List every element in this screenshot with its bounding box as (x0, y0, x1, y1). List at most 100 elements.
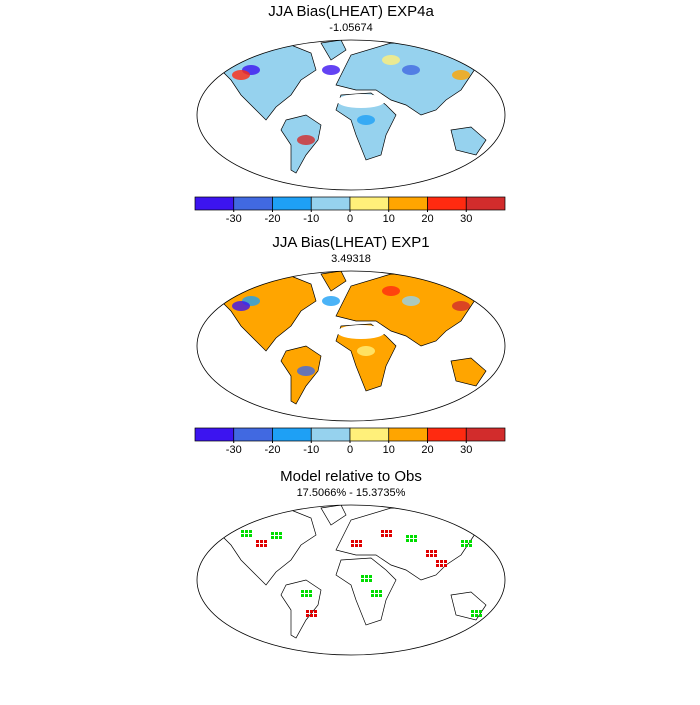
sign-dot (249, 534, 252, 537)
bias-patch (322, 296, 340, 306)
sign-dot (361, 579, 364, 582)
sign-dot (365, 575, 368, 578)
sign-dot (275, 532, 278, 535)
colorbar-label: 10 (383, 213, 395, 225)
bias-patch (322, 65, 340, 75)
colorbar-label: -30 (226, 444, 242, 456)
sign-dot (256, 540, 259, 543)
sign-dot (369, 579, 372, 582)
panels: JJA Bias(LHEAT) EXP4a -1.05674 -30 -20 -10 0 1… (194, 3, 506, 656)
colorbar-label: 10 (383, 444, 395, 456)
sign-dot (410, 535, 413, 538)
colorbar-label: -20 (265, 213, 281, 225)
sign-dot (471, 610, 474, 613)
bias-patch (357, 115, 375, 125)
bias-patch (422, 90, 440, 100)
sign-dot (241, 530, 244, 533)
sign-dot (279, 536, 282, 539)
sign-dot (410, 539, 413, 542)
sign-dot (389, 530, 392, 533)
sign-dot (305, 594, 308, 597)
sign-dot (256, 544, 259, 547)
sign-dot (426, 554, 429, 557)
panel-subtitle: 17.5066% - 15.3735% (297, 487, 406, 499)
bias-patch (402, 65, 420, 75)
colorbar-label: 0 (347, 444, 353, 456)
sign-dot (434, 554, 437, 557)
sign-dot (436, 564, 439, 567)
colorbar-label: 30 (460, 213, 472, 225)
panel-subtitle: 3.49318 (331, 253, 371, 265)
colorbar-box (427, 196, 467, 211)
sign-dot (414, 539, 417, 542)
colorbar-box (388, 196, 428, 211)
sign-dot (301, 590, 304, 593)
sign-dot (469, 544, 472, 547)
sign-dot (434, 550, 437, 553)
colorbar-box (465, 427, 506, 442)
colorbar-label: 0 (347, 213, 353, 225)
sign-dot (365, 579, 368, 582)
map-body (215, 271, 487, 405)
sign-dot (361, 575, 364, 578)
colorbar-box (310, 427, 351, 442)
sign-dot (309, 590, 312, 593)
bias-patch (262, 80, 280, 90)
colorbar-box (272, 196, 312, 211)
sign-dot (479, 614, 482, 617)
desert-patch (337, 94, 385, 108)
sign-dot (444, 560, 447, 563)
sign-dot (275, 536, 278, 539)
map-panel: Model relative to Obs 17.5066% - 15.3735% (196, 468, 506, 656)
bias-patch (422, 321, 440, 331)
bias-patch (262, 311, 280, 321)
sign-dot (414, 535, 417, 538)
sign-dot (314, 614, 317, 617)
bias-patch (297, 135, 315, 145)
colorbar-label: 30 (460, 444, 472, 456)
sign-dot (301, 594, 304, 597)
bias-patch (357, 346, 375, 356)
colorbar-label: -10 (303, 213, 319, 225)
sign-dot (260, 544, 263, 547)
panel-title: JJA Bias(LHEAT) EXP1 (272, 234, 429, 251)
map-panel: JJA Bias(LHEAT) EXP1 3.49318 -30 -20 -10 0 10 2… (194, 234, 506, 456)
sign-dot (310, 610, 313, 613)
map-body (215, 40, 487, 174)
sign-dot (475, 614, 478, 617)
bias-patch (382, 55, 400, 65)
sign-dot (249, 530, 252, 533)
bias-patch (232, 301, 250, 311)
bias-patch (232, 70, 250, 80)
sign-dot (355, 540, 358, 543)
sign-dot (351, 540, 354, 543)
sign-dot (430, 554, 433, 557)
sign-dot (264, 540, 267, 543)
sign-dot (279, 532, 282, 535)
bias-patch (402, 296, 420, 306)
map-panel: JJA Bias(LHEAT) EXP4a -1.05674 -30 -20 -10 0 1… (194, 3, 506, 225)
sign-dot (471, 614, 474, 617)
sign-dot (310, 614, 313, 617)
sign-dot (479, 610, 482, 613)
colorbar-box (427, 427, 467, 442)
sign-dot (245, 534, 248, 537)
panel-title: JJA Bias(LHEAT) EXP4a (268, 3, 434, 20)
sign-dot (469, 540, 472, 543)
sign-dot (406, 535, 409, 538)
sign-dot (475, 610, 478, 613)
sign-dot (369, 575, 372, 578)
sign-dot (379, 594, 382, 597)
sign-dot (440, 560, 443, 563)
bias-patch (452, 70, 470, 80)
sign-dot (465, 544, 468, 547)
sign-dot (314, 610, 317, 613)
sign-dot (306, 614, 309, 617)
sign-dot (426, 550, 429, 553)
sign-dot (379, 590, 382, 593)
sign-dot (375, 594, 378, 597)
colorbar-box (310, 196, 351, 211)
sign-dot (385, 530, 388, 533)
colorbar-box (465, 196, 506, 211)
